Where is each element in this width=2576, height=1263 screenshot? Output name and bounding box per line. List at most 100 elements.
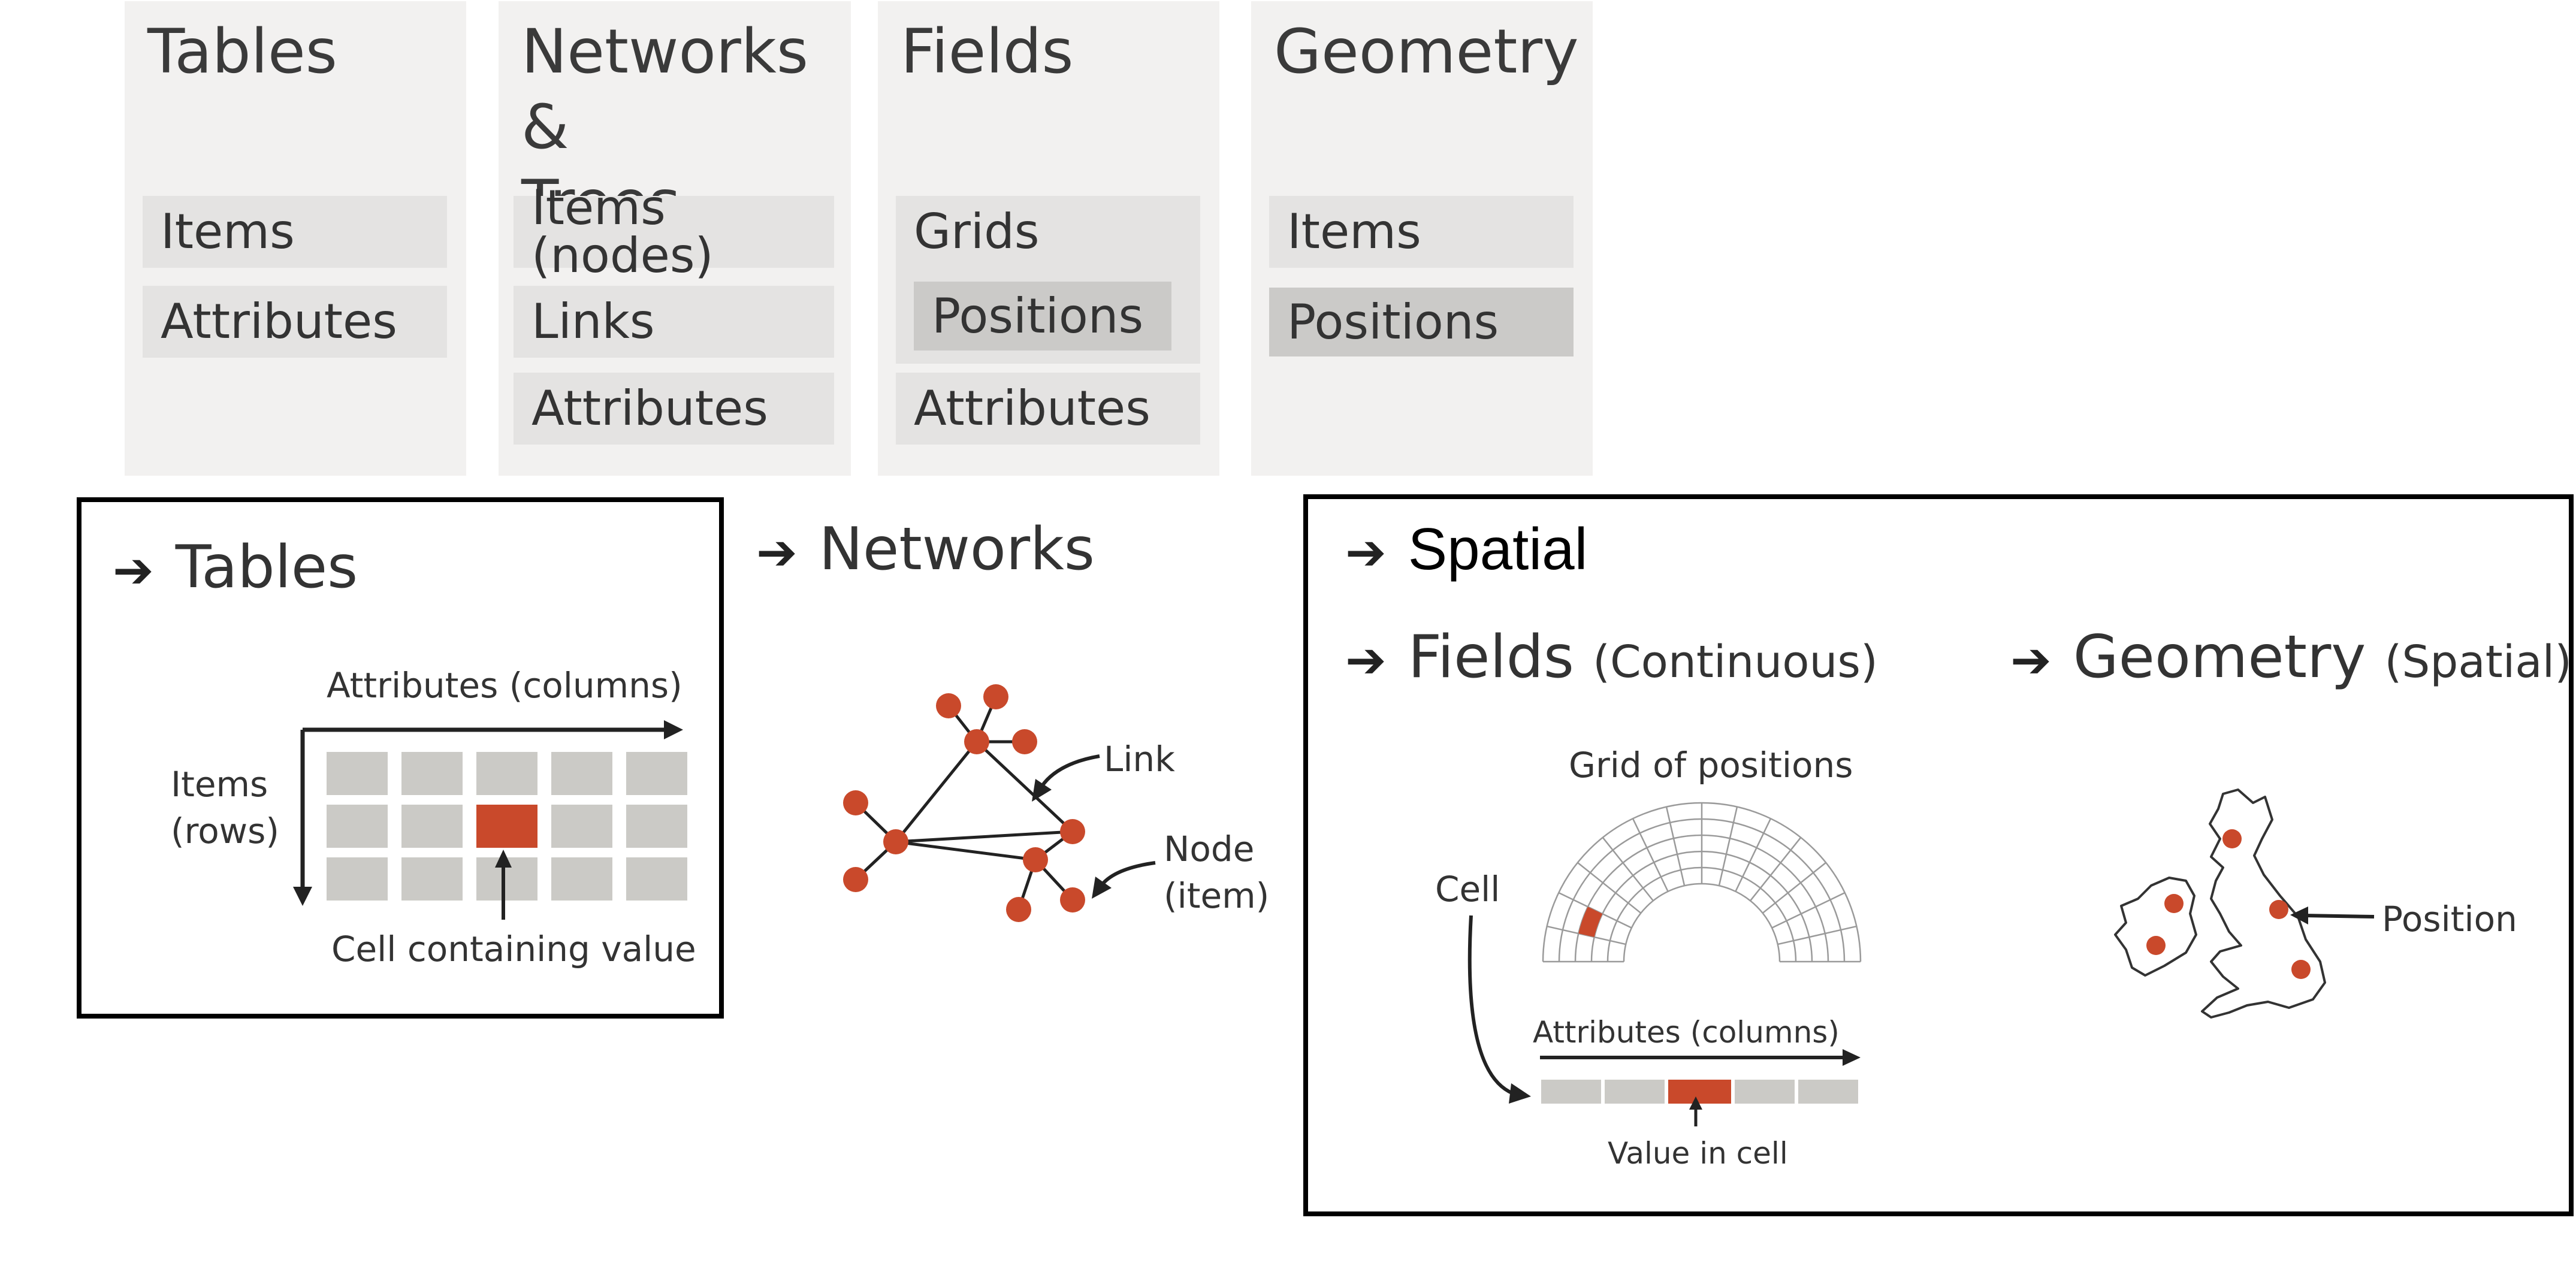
cell-curve-arrowhead-icon: [1509, 1083, 1531, 1104]
grid-spoke: [1718, 806, 1738, 886]
grid-spoke: [1558, 892, 1632, 929]
fields-heading: ➔ Fields (Continuous): [1345, 623, 1878, 691]
map-position-dots: [2146, 829, 2311, 979]
tables-card: Tables Items Attributes: [125, 1, 466, 476]
columns-arrowhead-icon: [664, 720, 683, 739]
spatial-attributes-label: Attributes (columns): [1533, 1015, 1840, 1050]
tables-items-label: Items (rows): [171, 764, 279, 852]
table-cell: [401, 805, 463, 848]
position-pointer-arrow: [2303, 914, 2375, 918]
networks-heading-text: Networks: [819, 515, 1095, 584]
table-cell: [401, 857, 463, 901]
table-cells: [327, 752, 687, 901]
grid-ring: [1623, 883, 1781, 962]
spatial-heading: ➔ Spatial: [1345, 515, 1587, 583]
tables-items-chip: Items: [143, 196, 447, 268]
tables-attributes-label: Attributes (columns): [327, 665, 682, 706]
tables-heading: ➔ Tables: [113, 533, 358, 602]
geometry-heading: ➔ Geometry (Spatial): [2010, 623, 2572, 691]
semicircle-grid: [1542, 802, 1862, 963]
position-label: Position: [2382, 899, 2517, 939]
strip-cell: [1541, 1080, 1601, 1104]
ireland-outline: [2114, 877, 2197, 977]
position-pointer-arrowhead-icon: [2290, 907, 2308, 924]
strip-cell: [1798, 1080, 1858, 1104]
map-position-dot: [2269, 900, 2288, 919]
network-node: [983, 684, 1008, 709]
grid-spoke: [1771, 892, 1846, 929]
geometry-card: Geometry Items Positions: [1251, 1, 1593, 476]
network-node: [1060, 887, 1085, 912]
grid-spoke: [1665, 806, 1686, 886]
grid-spoke: [1602, 837, 1654, 902]
arrow-icon: ➔: [1345, 632, 1387, 689]
fields-attributes-chip: Attributes: [896, 373, 1200, 445]
table-cell: [626, 857, 687, 901]
rows-arrowhead-icon: [293, 887, 312, 906]
geometry-heading-sub: (Spatial): [2384, 636, 2572, 688]
tables-cell-label: Cell containing value: [331, 929, 696, 969]
node-pointer-arrowhead-icon: [1092, 877, 1112, 899]
grid-cell-highlighted: [1578, 907, 1603, 938]
attribute-strip-cells: [1541, 1080, 1858, 1104]
fields-card: Fields Grids Positions Attributes: [878, 1, 1219, 476]
table-cell: [476, 752, 537, 795]
network-node: [1012, 729, 1037, 754]
geometry-items-chip: Items: [1269, 196, 1574, 268]
tables-card-title: Tables: [147, 16, 337, 87]
grid-spoke: [1762, 862, 1826, 914]
map-position-dot: [2146, 936, 2166, 955]
arrow-icon: ➔: [113, 542, 154, 599]
fields-heading-text: Fields: [1408, 623, 1574, 691]
cell-label: Cell: [1435, 869, 1500, 910]
arrow-icon: ➔: [756, 524, 798, 581]
fields-grids-label: Grids: [914, 204, 1040, 259]
tables-panel: [77, 497, 724, 1019]
arrow-icon: ➔: [1345, 525, 1387, 580]
grid-of-positions-label: Grid of positions: [1569, 745, 1853, 785]
table-cell: [551, 805, 612, 848]
geometry-card-title: Geometry: [1274, 16, 1579, 87]
geometry-positions-chip: Positions: [1269, 288, 1574, 356]
networks-card: Networks & Trees Items (nodes) Links Att…: [499, 1, 851, 476]
networks-links-chip: Links: [514, 286, 834, 358]
strip-cell-highlighted: [1668, 1080, 1731, 1104]
network-nodes: [843, 684, 1085, 922]
grid-spoke: [1632, 818, 1669, 892]
fields-positions-chip: Positions: [914, 282, 1171, 351]
table-cell: [626, 805, 687, 848]
grid-spoke: [1577, 862, 1642, 914]
spatial-heading-text: Spatial: [1408, 516, 1588, 582]
network-node-label: Node (item): [1164, 829, 1270, 917]
grid-spoke: [1750, 837, 1802, 902]
network-node: [1060, 819, 1085, 844]
tables-attributes-chip: Attributes: [143, 286, 447, 358]
strip-axis-arrowhead-icon: [1843, 1049, 1861, 1066]
cell-pointer-arrowhead-icon: [495, 850, 512, 868]
great-britain-outline: [2201, 788, 2326, 1019]
strip-cell: [1735, 1080, 1795, 1104]
networks-attributes-chip: Attributes: [514, 373, 834, 445]
network-node: [936, 693, 961, 718]
fields-heading-sub: (Continuous): [1593, 636, 1878, 688]
geometry-heading-text: Geometry: [2073, 623, 2366, 691]
table-cell: [327, 805, 388, 848]
map-position-dot: [2222, 829, 2242, 848]
table-cell: [551, 752, 612, 795]
map-position-dot: [2164, 894, 2184, 913]
table-cell: [551, 857, 612, 901]
network-node: [1006, 897, 1031, 922]
arrow-icon: ➔: [2010, 632, 2052, 689]
value-in-cell-label: Value in cell: [1608, 1136, 1788, 1171]
table-cell: [401, 752, 463, 795]
grid-spoke: [1735, 818, 1772, 892]
network-link-label: Link: [1104, 739, 1175, 779]
networks-heading: ➔ Networks: [756, 515, 1095, 584]
table-cell: [327, 857, 388, 901]
network-node: [964, 729, 989, 754]
cell-curve-arrow: [1467, 915, 1514, 1095]
